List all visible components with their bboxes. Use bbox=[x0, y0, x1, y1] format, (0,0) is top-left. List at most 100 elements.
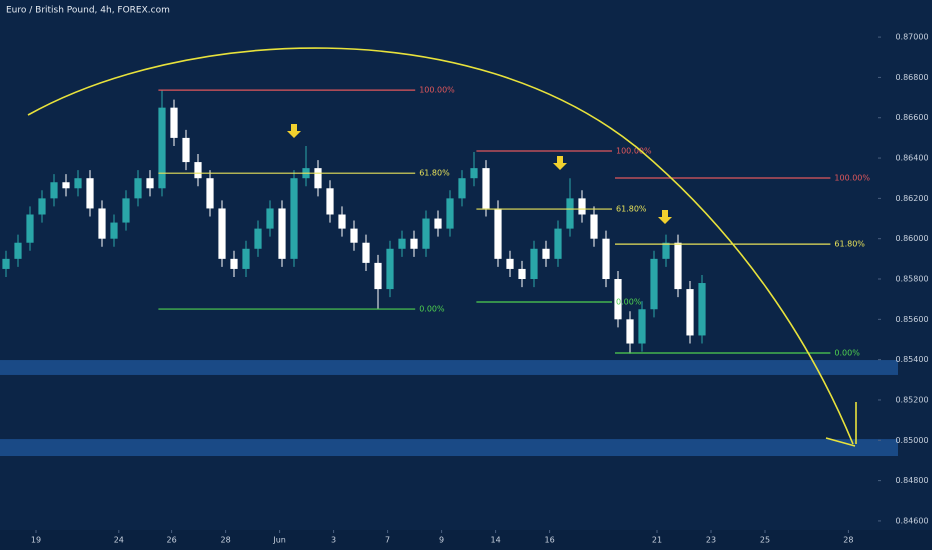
candle-body bbox=[254, 228, 262, 249]
x-tick-label: Jun bbox=[272, 536, 286, 545]
fib-label: 0.00% bbox=[419, 305, 445, 314]
y-tick-label: 0.86200 bbox=[895, 194, 928, 203]
candle-body bbox=[158, 107, 166, 189]
x-tick-label: 25 bbox=[760, 536, 770, 545]
candle-body bbox=[434, 218, 442, 229]
trend-arc bbox=[27, 47, 854, 445]
x-axis-band bbox=[0, 530, 932, 550]
x-tick-label: 21 bbox=[652, 536, 662, 545]
chart-title: Euro / British Pound, 4h, FOREX.com bbox=[6, 6, 170, 16]
candle-body bbox=[110, 222, 118, 239]
candle-body bbox=[134, 178, 142, 199]
y-tick-label: 0.85400 bbox=[895, 355, 928, 364]
y-tick-label: 0.87000 bbox=[895, 33, 928, 42]
candle-body bbox=[230, 258, 238, 269]
candle-body bbox=[602, 238, 610, 280]
candle-body bbox=[590, 214, 598, 239]
fib-label: 61.80% bbox=[616, 205, 647, 214]
fib-label: 100.00% bbox=[419, 86, 455, 95]
candle-body bbox=[170, 107, 178, 138]
zone bbox=[0, 439, 898, 457]
fib-label: 61.80% bbox=[834, 240, 865, 249]
x-tick-label: 26 bbox=[167, 536, 177, 545]
fib-label: 61.80% bbox=[419, 169, 450, 178]
x-tick-label: 23 bbox=[706, 536, 716, 545]
y-tick-label: 0.84600 bbox=[895, 516, 928, 525]
candle-body bbox=[266, 208, 274, 229]
candle-body bbox=[194, 162, 202, 179]
candle-body bbox=[686, 289, 694, 336]
candle-body bbox=[530, 248, 538, 280]
candle-body bbox=[338, 214, 346, 229]
fib-label: 100.00% bbox=[834, 174, 870, 183]
arrow-head bbox=[825, 402, 857, 447]
candle-body bbox=[374, 262, 382, 290]
candle-body bbox=[362, 242, 370, 263]
candle-body bbox=[494, 208, 502, 259]
y-tick-label: 0.85200 bbox=[895, 395, 928, 404]
y-tick-label: 0.85600 bbox=[895, 315, 928, 324]
candle-body bbox=[386, 248, 394, 290]
fib-label: 100.00% bbox=[616, 146, 652, 155]
candle-body bbox=[422, 218, 430, 249]
candle-body bbox=[446, 198, 454, 229]
candle-body bbox=[578, 198, 586, 215]
candle-body bbox=[410, 238, 418, 249]
candle-body bbox=[398, 238, 406, 249]
candle-body bbox=[662, 242, 670, 259]
candle-body bbox=[350, 228, 358, 243]
candle-body bbox=[638, 309, 646, 344]
zone bbox=[0, 360, 898, 375]
y-tick-label: 0.86400 bbox=[895, 154, 928, 163]
candle-body bbox=[62, 182, 70, 189]
candle-body bbox=[38, 198, 46, 215]
x-tick-label: 3 bbox=[331, 536, 336, 545]
candle-body bbox=[518, 268, 526, 280]
candle-body bbox=[542, 248, 550, 259]
y-tick-label: 0.84800 bbox=[895, 476, 928, 485]
candle-body bbox=[278, 208, 286, 259]
candle-body bbox=[674, 242, 682, 290]
candle-body bbox=[182, 137, 190, 163]
candle-body bbox=[98, 208, 106, 239]
x-tick-label: 9 bbox=[439, 536, 444, 545]
candle-body bbox=[26, 214, 34, 243]
x-tick-label: 28 bbox=[221, 536, 231, 545]
candle-body bbox=[314, 168, 322, 189]
candle-body bbox=[506, 258, 514, 269]
candle-body bbox=[2, 258, 10, 269]
candle-body bbox=[14, 242, 22, 259]
x-tick-label: 28 bbox=[843, 536, 853, 545]
x-tick-label: 16 bbox=[545, 536, 555, 545]
fib-label: 0.00% bbox=[616, 297, 642, 306]
y-tick-label: 0.85800 bbox=[895, 275, 928, 284]
x-tick-label: 24 bbox=[114, 536, 124, 545]
candle-body bbox=[458, 178, 466, 199]
candle-body bbox=[146, 178, 154, 189]
candle-body bbox=[470, 168, 478, 179]
y-tick-label: 0.86000 bbox=[895, 234, 928, 243]
y-tick-label: 0.86800 bbox=[895, 73, 928, 82]
down-arrow bbox=[658, 210, 672, 224]
candle-body bbox=[50, 182, 58, 199]
candle-body bbox=[122, 198, 130, 223]
y-tick-label: 0.86600 bbox=[895, 113, 928, 122]
candle-body bbox=[566, 198, 574, 229]
down-arrow bbox=[287, 124, 301, 138]
x-tick-label: 7 bbox=[385, 536, 390, 545]
candle-body bbox=[206, 178, 214, 209]
candle-body bbox=[626, 319, 634, 344]
down-arrow bbox=[553, 156, 567, 170]
candle-body bbox=[290, 178, 298, 259]
candle-body bbox=[482, 168, 490, 209]
candle-body bbox=[86, 178, 94, 209]
candle-body bbox=[650, 258, 658, 310]
x-tick-label: 19 bbox=[31, 536, 41, 545]
candle-body bbox=[218, 208, 226, 259]
candle-body bbox=[326, 188, 334, 215]
candle-body bbox=[242, 248, 250, 269]
fib-label: 0.00% bbox=[834, 348, 860, 357]
candle-body bbox=[74, 178, 82, 189]
candle-body bbox=[614, 279, 622, 320]
